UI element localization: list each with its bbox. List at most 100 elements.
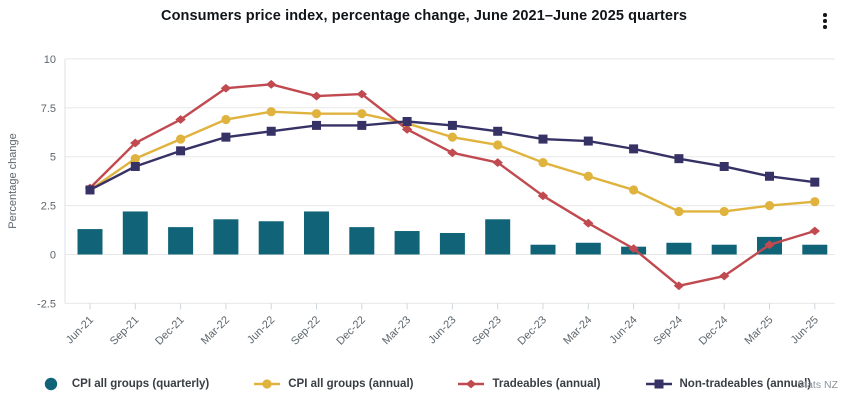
- legend-label: Tradeables (annual): [492, 378, 601, 390]
- legend-item-cpi-all-groups-quarterly-[interactable]: CPI all groups (quarterly): [37, 377, 209, 391]
- non-tradeables-annual--point-Jun-24[interactable]: [629, 144, 639, 154]
- cpi-all-groups-annual--point-Dec-23[interactable]: [538, 157, 548, 168]
- tradeables-annual--point-Jun-23[interactable]: [447, 148, 458, 158]
- tradeables-annual--point-Dec-22[interactable]: [356, 89, 367, 99]
- tradeables-annual--point-Dec-21[interactable]: [175, 115, 186, 124]
- cpi-all-groups-annual--point-Jun-25[interactable]: [810, 197, 820, 207]
- x-axis-tick-label: Sep-21: [108, 314, 142, 348]
- cpi-all-groups-annual--point-Dec-21[interactable]: [176, 134, 186, 144]
- cpi-all-groups-annual--point-Sep-22[interactable]: [311, 109, 322, 119]
- legend-item-tradeables-annual-[interactable]: Tradeables (annual): [457, 377, 601, 391]
- y-axis-tick-label: -2.5: [37, 298, 56, 310]
- tradeables-annual--point-Mar-25[interactable]: [764, 240, 775, 250]
- tradeables-annual--point-Jun-24[interactable]: [628, 244, 639, 254]
- chart-title: Consumers price index, percentage change…: [161, 8, 687, 24]
- x-axis-tick-label: Mar-22: [199, 314, 232, 347]
- x-axis-tick-label: Sep-23: [470, 314, 504, 348]
- bar-Sep-23[interactable]: [485, 219, 511, 255]
- series-line-tradeables-annual-: [89, 83, 816, 287]
- tradeables-annual--point-Dec-24[interactable]: [719, 271, 730, 281]
- non-tradeables-annual--point-Jun-25[interactable]: [810, 177, 820, 187]
- cpi-all-groups-annual--point-Sep-23[interactable]: [493, 140, 503, 150]
- x-axis-tick-label: Dec-24: [697, 314, 731, 348]
- legend: CPI all groups (quarterly) CPI all groups…: [0, 373, 848, 395]
- cpi-all-groups-annual--point-Jun-24[interactable]: [629, 185, 639, 195]
- non-tradeables-annual--point-Mar-25[interactable]: [765, 171, 774, 181]
- bar-Sep-22[interactable]: [304, 211, 329, 255]
- chart-menu-button[interactable]: [815, 9, 835, 33]
- non-tradeables-annual--point-Jun-23[interactable]: [447, 120, 457, 130]
- non-tradeables-annual--point-Jun-21[interactable]: [85, 185, 95, 195]
- bar-Dec-23[interactable]: [530, 244, 556, 255]
- bar-Dec-24[interactable]: [711, 244, 737, 255]
- y-axis-tick-label: 7.5: [41, 103, 56, 115]
- bar-Jun-21[interactable]: [77, 229, 103, 255]
- x-axis-tick-label: Jun-23: [426, 314, 458, 346]
- x-axis-tick-label: Jun-22: [245, 314, 277, 346]
- x-axis-tick-label: Mar-24: [561, 314, 594, 347]
- bar-Jun-23[interactable]: [439, 232, 465, 255]
- x-axis-tick-label: Dec-23: [516, 314, 550, 348]
- cpi-all-groups-annual--point-Jun-22[interactable]: [266, 107, 276, 117]
- x-axis-tick-label: Sep-22: [289, 314, 323, 348]
- cpi-all-groups-annual--point-Dec-24[interactable]: [719, 206, 729, 217]
- bar-Mar-22[interactable]: [213, 219, 239, 255]
- cpi-all-groups-annual--point-Mar-25[interactable]: [764, 201, 775, 211]
- legend-label: CPI all groups (quarterly): [71, 378, 210, 390]
- cpi-all-groups-annual--point-Sep-24[interactable]: [674, 206, 684, 217]
- cpi-all-groups-annual--point-Jun-23[interactable]: [447, 132, 457, 142]
- y-axis-tick-label: 0: [50, 250, 56, 262]
- x-axis-tick-label: Dec-21: [153, 314, 187, 348]
- x-axis-tick-label: Dec-22: [334, 314, 368, 348]
- tradeables-annual--point-Dec-23[interactable]: [537, 191, 549, 201]
- legend-item-cpi-all-groups-annual-[interactable]: CPI all groups (annual): [253, 377, 413, 391]
- cpi-chart-plot: 10 7.5 5 2.5 0 -2.5 Jun-21 Sep-21 Dec-21 Mar-22 Ju…: [7, 54, 835, 348]
- tradeables-annual--point-Jun-22[interactable]: [266, 79, 277, 89]
- cpi-all-groups-annual--point-Sep-21[interactable]: [130, 154, 140, 164]
- non-tradeables-annual--point-Mar-22[interactable]: [221, 132, 231, 142]
- non-tradeables-annual--point-Sep-22[interactable]: [312, 120, 321, 130]
- tradeables-annual--point-Mar-23[interactable]: [401, 124, 413, 134]
- x-axis-tick-label: Sep-24: [651, 314, 685, 348]
- non-tradeables-annual--point-Dec-24[interactable]: [719, 161, 729, 171]
- bar-Jun-22[interactable]: [258, 221, 284, 255]
- bar-Dec-22[interactable]: [349, 227, 375, 255]
- tradeables-annual--point-Sep-21[interactable]: [130, 138, 141, 148]
- non-tradeables-annual--point-Dec-23[interactable]: [538, 134, 548, 144]
- bar-Sep-21[interactable]: [122, 211, 148, 255]
- x-axis-tick-label: Mar-25: [742, 314, 775, 347]
- y-axis-title: Percentage change: [7, 133, 19, 228]
- bar-Sep-24[interactable]: [666, 242, 692, 255]
- non-tradeables-annual--point-Sep-24[interactable]: [674, 154, 684, 164]
- non-tradeables-annual--point-Mar-23[interactable]: [402, 116, 412, 126]
- non-tradeables-annual--point-Sep-21[interactable]: [130, 161, 140, 171]
- non-tradeables-annual--point-Jun-22[interactable]: [266, 126, 276, 136]
- bar-Dec-21[interactable]: [168, 227, 194, 255]
- cpi-all-groups-annual--point-Mar-22[interactable]: [221, 114, 231, 125]
- tradeables-annual--point-Mar-22[interactable]: [220, 83, 232, 93]
- x-axis-tick-label: Jun-24: [607, 314, 639, 346]
- cpi-all-groups-annual--point-Dec-22[interactable]: [357, 109, 367, 119]
- non-tradeables-annual--point-Dec-22[interactable]: [357, 120, 367, 130]
- tradeables-annual--point-Mar-24[interactable]: [583, 218, 594, 228]
- tradeables-annual--point-Jun-25[interactable]: [809, 226, 820, 236]
- legend-label: CPI all groups (annual): [288, 378, 414, 390]
- cpi-all-groups-annual--point-Mar-24[interactable]: [583, 171, 593, 181]
- tradeables-annual--point-Sep-23[interactable]: [492, 158, 503, 167]
- legend-item-non-tradeables-annual-[interactable]: Non-tradeables (annual): [645, 377, 812, 391]
- bar-Mar-24[interactable]: [575, 242, 601, 255]
- legend-marker-square-icon: [645, 379, 672, 389]
- non-tradeables-annual--point-Sep-23[interactable]: [493, 126, 503, 136]
- legend-label: Non-tradeables (annual): [679, 378, 812, 390]
- legend-marker-circle-icon: [44, 377, 58, 391]
- non-tradeables-annual--point-Dec-21[interactable]: [176, 146, 186, 156]
- x-axis-tick-label: Jun-21: [64, 314, 96, 346]
- bar-Jun-25[interactable]: [802, 244, 828, 255]
- bar-Mar-23[interactable]: [394, 231, 420, 255]
- non-tradeables-annual--point-Mar-24[interactable]: [583, 136, 593, 146]
- y-axis-tick-label: 10: [44, 54, 56, 66]
- legend-marker-circle-icon: [254, 379, 281, 389]
- tradeables-annual--point-Sep-22[interactable]: [311, 91, 322, 101]
- tradeables-annual--point-Sep-24[interactable]: [673, 281, 685, 291]
